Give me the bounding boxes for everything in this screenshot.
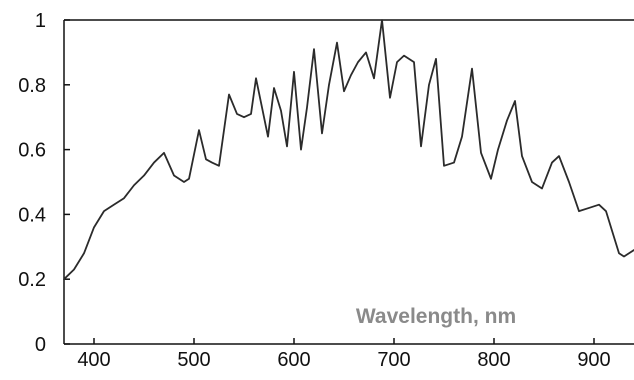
x-axis-title: Wavelength, nm — [356, 305, 516, 328]
series-group — [63, 19, 634, 281]
y-tick-label: 0.6 — [18, 140, 46, 162]
y-tick-label: 0.8 — [18, 75, 46, 97]
y-tick-label: 0.4 — [18, 204, 46, 226]
series-line-0 — [63, 19, 634, 281]
x-tick-label: 600 — [277, 349, 310, 371]
axes-group — [63, 19, 634, 345]
x-tick-label: 700 — [377, 349, 410, 371]
y-tick-label: 0.2 — [18, 269, 46, 291]
x-tick-label: 500 — [177, 349, 210, 371]
x-tick-label: 900 — [577, 349, 610, 371]
y-ticks-group: 0 0.2 0.4 0.6 0.8 1 — [18, 10, 70, 356]
y-tick-label: 1 — [35, 10, 46, 32]
y-tick-label: 0 — [35, 334, 46, 356]
x-tick-label: 800 — [477, 349, 510, 371]
x-ticks-group: 400 500 600 700 800 900 — [77, 338, 611, 371]
x-tick-label: 400 — [77, 349, 110, 371]
